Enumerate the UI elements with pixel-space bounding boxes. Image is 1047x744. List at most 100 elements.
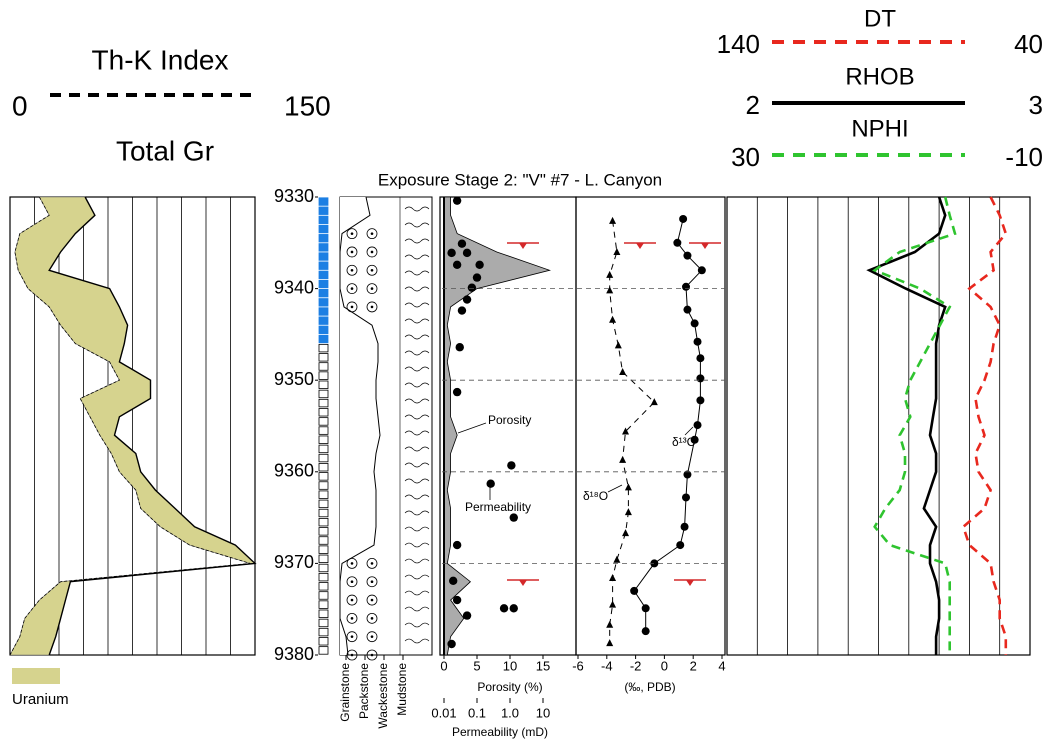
- grain-dot: [350, 598, 354, 602]
- log-curve: [866, 196, 947, 655]
- x-tick-label: -4: [601, 658, 613, 673]
- isotope-point: [622, 529, 630, 537]
- isotope-point: [696, 374, 705, 383]
- texture-squiggle: [404, 366, 430, 372]
- permeability-point: [486, 479, 495, 488]
- x-tick-label: 5: [473, 658, 480, 673]
- grain-symbol: [366, 594, 378, 606]
- permeability-point: [452, 260, 462, 269]
- grain-symbol: [366, 246, 378, 258]
- permeability-point: [452, 387, 462, 397]
- sample-cell: [318, 398, 329, 408]
- sample-cell: [318, 435, 329, 444]
- x-tick-label: 10: [503, 658, 517, 673]
- grain-symbol: [366, 612, 378, 624]
- sample-cell: [318, 298, 329, 307]
- isotope-point: [696, 354, 705, 363]
- sample-cell: [318, 536, 329, 545]
- sample-cell: [318, 288, 329, 298]
- isotope-point: [624, 508, 632, 516]
- grain-symbol: [346, 264, 358, 276]
- grain-symbol: [366, 301, 378, 313]
- lithology-label: Grainstone: [338, 663, 352, 722]
- isotope-point: [673, 238, 682, 247]
- sample-cell: [318, 453, 329, 463]
- grain-dot: [370, 268, 374, 272]
- isotope-point: [630, 586, 639, 595]
- texture-squiggle: [404, 238, 430, 244]
- depth-tick-label: 9340: [274, 277, 314, 297]
- permeability-point: [462, 248, 472, 258]
- sample-cell: [318, 618, 329, 628]
- sample-cell: [318, 527, 329, 536]
- isotope-track: [575, 196, 726, 656]
- grain-dot: [350, 287, 354, 290]
- sample-cell: [318, 554, 329, 563]
- texture-squiggle: [404, 606, 430, 612]
- texture-squiggle: [404, 638, 430, 644]
- texture-squiggle: [404, 270, 430, 276]
- annotation-arrow: [684, 426, 694, 436]
- texture-squiggle: [404, 510, 430, 516]
- depth-tick-label: 9330: [274, 186, 314, 206]
- grain-symbol: [366, 576, 378, 588]
- grain-dot: [370, 250, 374, 254]
- isotope-point: [613, 555, 621, 563]
- isotope-point: [606, 270, 614, 278]
- texture-squiggle: [404, 334, 430, 340]
- permeability-point: [457, 239, 467, 248]
- grain-symbol: [366, 228, 378, 240]
- legend-swatch: [12, 668, 60, 684]
- sample-cell: [318, 609, 329, 618]
- texture-squiggle: [404, 430, 430, 436]
- permeability-point: [452, 595, 462, 605]
- log-title: RHOB: [845, 63, 914, 90]
- permeability-point: [452, 196, 462, 205]
- texture-squiggle: [404, 222, 430, 228]
- sample-cell: [318, 307, 329, 316]
- isotope-point: [606, 620, 614, 628]
- x-tick-label: -6: [572, 658, 584, 673]
- isotope-point: [690, 319, 699, 328]
- tie-markers: [506, 242, 722, 587]
- permeability-point: [447, 248, 456, 258]
- scale-max: 150: [284, 90, 331, 121]
- grain-dot: [370, 287, 374, 290]
- x-tick-label: 0: [440, 658, 447, 673]
- scale-left: 30: [731, 142, 760, 172]
- sample-cell: [318, 463, 329, 472]
- gamma-line: [9, 196, 251, 656]
- x-axis-label: (‰, PDB): [624, 680, 675, 694]
- texture-squiggle: [404, 414, 430, 420]
- grain-dot: [350, 562, 354, 565]
- permeability-point: [457, 306, 467, 315]
- sample-cell: [318, 206, 329, 215]
- sample-cell: [318, 252, 329, 261]
- isotope-point: [619, 367, 627, 375]
- grain-symbol: [346, 649, 358, 661]
- sample-cell: [318, 600, 329, 609]
- sample-cell: [318, 380, 329, 389]
- grain-symbol: [346, 612, 358, 624]
- gamma-line: [48, 196, 257, 656]
- permeability-point: [475, 260, 484, 269]
- depth-tick-label: 9370: [274, 552, 314, 572]
- annotation-arrow: [607, 484, 623, 493]
- isotope-point: [641, 627, 650, 636]
- sample-cell: [318, 417, 329, 426]
- permeability-point: [509, 604, 518, 613]
- sample-cell: [318, 234, 329, 243]
- depth-tick-label: 9380: [274, 644, 314, 664]
- sample-cell: [318, 279, 329, 289]
- permeability-point: [499, 604, 509, 613]
- isotope-point: [609, 600, 617, 608]
- scale-right: 3: [1029, 90, 1043, 120]
- x-tick-label: 10: [536, 705, 550, 720]
- x-tick-label: 4: [718, 658, 725, 673]
- sample-cell: [318, 545, 329, 554]
- lithology-label: Packstone: [357, 663, 371, 719]
- isotope-point: [679, 214, 688, 223]
- grain-dot: [350, 305, 354, 309]
- sample-cell: [318, 270, 329, 280]
- permeability-point: [447, 639, 456, 649]
